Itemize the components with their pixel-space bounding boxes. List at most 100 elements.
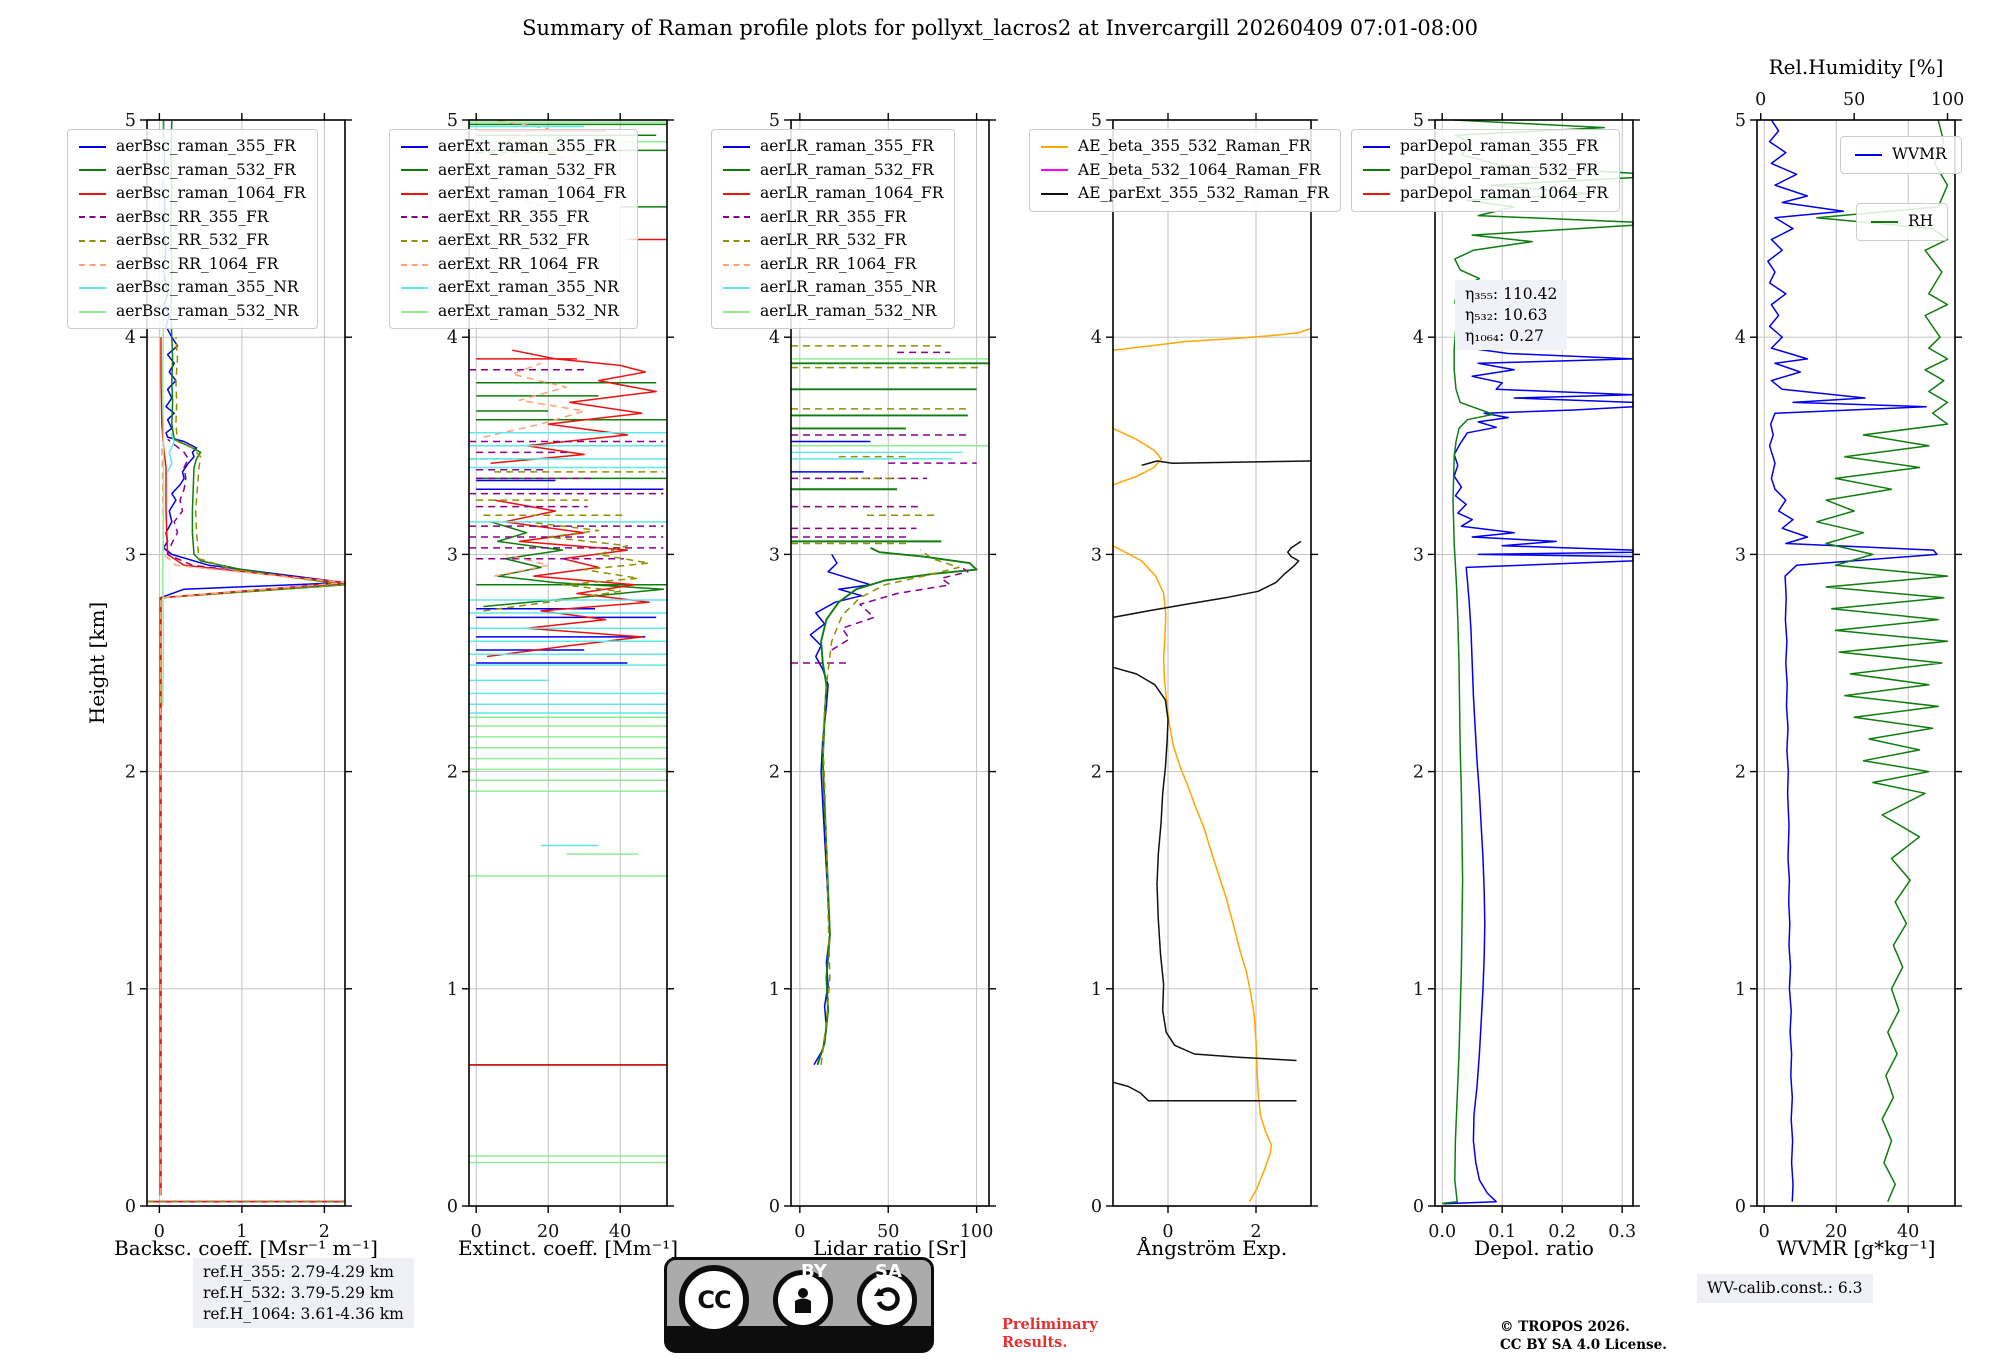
cc-badge-circles: CC xyxy=(679,1265,917,1335)
legend-label: aerBsc_RR_1064_FR xyxy=(116,254,279,273)
legend-lidar-ratio: aerLR_raman_355_FR aerLR_raman_532_FR aerL… xyxy=(711,129,956,330)
legend-swatch xyxy=(1871,220,1898,223)
panel-extinction: 0 20 40 0 1 2 3 4 5 xyxy=(447,111,674,1242)
legend-label: parDepol_raman_1064_FR xyxy=(1400,184,1609,203)
legend-label: aerExt_RR_532_FR xyxy=(438,231,589,250)
legend-item: aerExt_RR_532_FR xyxy=(401,229,626,253)
xlabel-extinction: Extinct. coeff. [Mm⁻¹] xyxy=(457,1236,679,1260)
copyright-line-2: CC BY SA 4.0 License. xyxy=(1500,1336,1667,1353)
legend-item: aerBsc_raman_532_FR xyxy=(79,159,306,183)
legend-item: aerLR_RR_355_FR xyxy=(723,206,943,230)
legend-swatch xyxy=(79,263,106,266)
legend-item: parDepol_raman_1064_FR xyxy=(1363,182,1608,206)
svg-text:50: 50 xyxy=(877,1222,899,1242)
copyright-line-1: © TROPOS 2026. xyxy=(1500,1319,1630,1335)
svg-text:1: 1 xyxy=(1735,980,1746,1000)
svg-text:4: 4 xyxy=(1735,328,1746,348)
svg-text:1: 1 xyxy=(769,980,780,1000)
legend-item: AE_beta_355_532_Raman_FR xyxy=(1041,135,1329,159)
legend-swatch xyxy=(401,310,428,313)
svg-text:3: 3 xyxy=(1413,545,1424,565)
legend-label: aerLR_raman_532_FR xyxy=(760,160,934,179)
legend-label: aerBsc_raman_532_NR xyxy=(116,301,299,320)
cc-by-sa-badge: CC BY SA xyxy=(664,1257,934,1353)
svg-text:5: 5 xyxy=(1735,111,1746,131)
svg-text:5: 5 xyxy=(1091,111,1102,131)
legend-label: aerLR_raman_532_NR xyxy=(760,301,937,320)
svg-text:40: 40 xyxy=(609,1222,631,1242)
legend-item: parDepol_raman_355_FR xyxy=(1363,135,1608,159)
legend-item: aerExt_raman_355_FR xyxy=(401,135,626,159)
ref-h-1064: ref.H_1064: 3.61-4.36 km xyxy=(203,1304,404,1323)
legend-label: aerLR_raman_355_NR xyxy=(760,278,937,297)
svg-text:3: 3 xyxy=(125,545,136,565)
legend-item: aerBsc_raman_532_NR xyxy=(79,300,306,324)
svg-text:0: 0 xyxy=(1735,1197,1746,1217)
svg-text:20: 20 xyxy=(1825,1222,1847,1242)
svg-text:5: 5 xyxy=(1413,111,1424,131)
svg-text:2: 2 xyxy=(769,763,780,783)
legend-rh: RH xyxy=(1856,203,1949,241)
legend-label: aerExt_raman_355_NR xyxy=(438,278,619,297)
legend-swatch xyxy=(79,145,106,148)
svg-text:3: 3 xyxy=(769,545,780,565)
eta-1064: η₁₀₆₄: 0.27 xyxy=(1465,326,1544,345)
svg-text:0: 0 xyxy=(1413,1197,1424,1217)
svg-text:0.3: 0.3 xyxy=(1608,1222,1636,1242)
legend-item: aerExt_raman_1064_FR xyxy=(401,182,626,206)
svg-text:4: 4 xyxy=(769,328,780,348)
legend-label: parDepol_raman_532_FR xyxy=(1400,160,1599,179)
svg-text:50: 50 xyxy=(1843,90,1865,110)
legend-item: aerExt_raman_355_NR xyxy=(401,276,626,300)
legend-item: aerLR_raman_355_NR xyxy=(723,276,943,300)
legend-swatch xyxy=(79,169,106,172)
svg-text:3: 3 xyxy=(447,545,458,565)
svg-text:0.1: 0.1 xyxy=(1488,1222,1516,1242)
cc-sa-label: SA xyxy=(875,1261,902,1282)
svg-text:4: 4 xyxy=(125,328,136,348)
legend-label: aerLR_raman_1064_FR xyxy=(760,184,944,203)
legend-item: aerBsc_RR_1064_FR xyxy=(79,253,306,277)
legend-swatch xyxy=(1041,192,1068,195)
eta-532: η₅₃₂: 10.63 xyxy=(1465,305,1548,324)
svg-text:1: 1 xyxy=(1091,980,1102,1000)
legend-swatch xyxy=(723,169,750,172)
svg-text:5: 5 xyxy=(769,111,780,131)
svg-text:100: 100 xyxy=(960,1222,993,1242)
legend-item: aerExt_RR_355_FR xyxy=(401,206,626,230)
legend-item: aerExt_raman_532_FR xyxy=(401,159,626,183)
svg-text:0: 0 xyxy=(769,1197,780,1217)
legend-extinction: aerExt_raman_355_FR aerExt_raman_532_FR ae… xyxy=(389,129,638,330)
xlabel-angstroem: Ångström Exp. xyxy=(1136,1236,1288,1260)
legend-swatch xyxy=(723,192,750,195)
legend-label: AE_beta_355_532_Raman_FR xyxy=(1078,137,1311,155)
legend-swatch xyxy=(723,287,750,290)
svg-text:1: 1 xyxy=(236,1222,247,1242)
legend-swatch xyxy=(401,169,428,172)
svg-text:2: 2 xyxy=(1735,763,1746,783)
legend-item: aerBsc_raman_355_FR xyxy=(79,135,306,159)
legend-label: aerBsc_raman_1064_FR xyxy=(116,184,306,203)
legend-item: aerLR_RR_532_FR xyxy=(723,229,943,253)
legend-wvmr: WVMR xyxy=(1840,136,1962,174)
legend-swatch xyxy=(723,239,750,242)
svg-text:2: 2 xyxy=(1091,763,1102,783)
legend-swatch xyxy=(723,263,750,266)
panel-wvmr-rh: 0 20 40 0 50 100 0 1 2 3 4 5 xyxy=(1735,90,1964,1242)
legend-label: aerBsc_raman_355_FR xyxy=(116,137,296,155)
svg-text:0: 0 xyxy=(125,1197,136,1217)
svg-text:0: 0 xyxy=(1091,1197,1102,1217)
xlabel-wvmr: WVMR [g*kg⁻¹] xyxy=(1776,1236,1936,1260)
legend-angstroem: AE_beta_355_532_Raman_FR AE_beta_532_1064… xyxy=(1029,129,1341,212)
legend-swatch xyxy=(401,216,428,219)
ref-h-532: ref.H_532: 3.79-5.29 km xyxy=(203,1283,394,1302)
xlabel-backscatter: Backsc. coeff. [Msr⁻¹ m⁻¹] xyxy=(114,1236,378,1260)
svg-text:2: 2 xyxy=(319,1222,330,1242)
legend-label: aerExt_raman_355_FR xyxy=(438,137,616,155)
legend-swatch xyxy=(401,239,428,242)
svg-text:1: 1 xyxy=(125,980,136,1000)
svg-text:100: 100 xyxy=(1931,90,1964,110)
legend-swatch xyxy=(401,145,428,148)
